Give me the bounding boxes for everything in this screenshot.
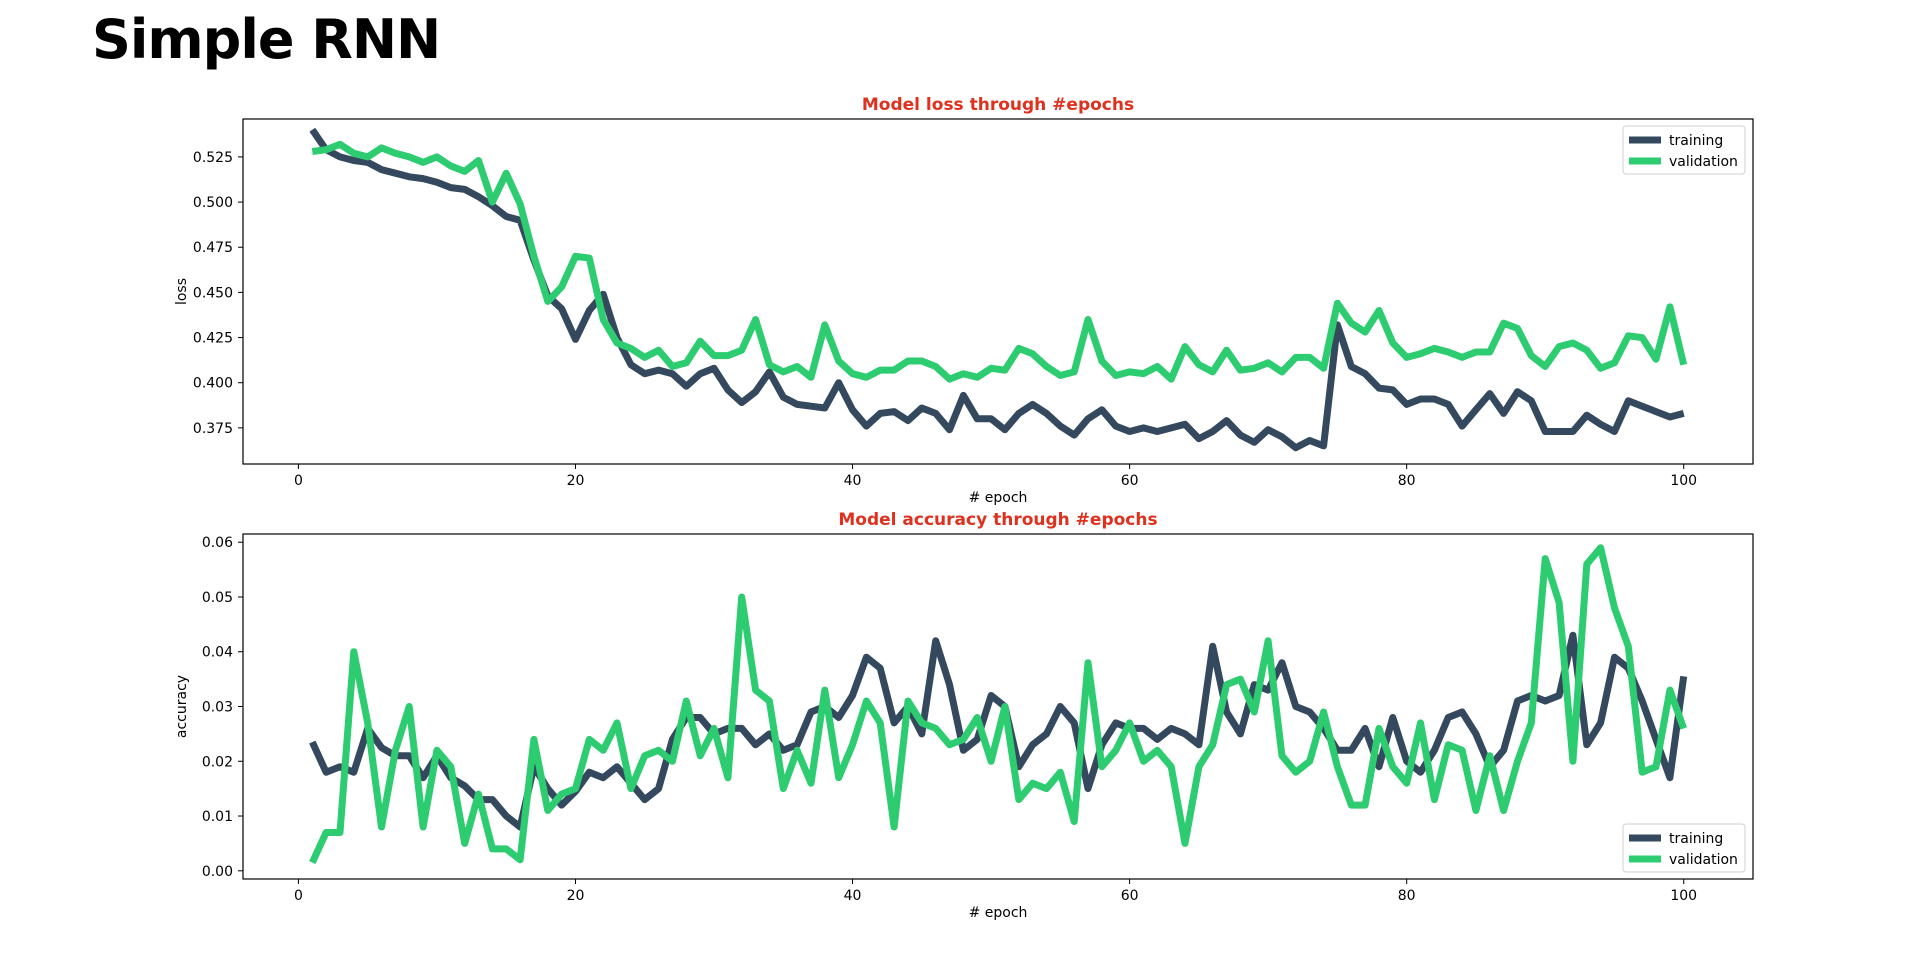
y-tick-label: 0.525 bbox=[193, 150, 233, 166]
y-axis-label: accuracy bbox=[174, 675, 190, 738]
x-tick-label: 40 bbox=[844, 473, 862, 489]
legend: training validation bbox=[1622, 125, 1746, 175]
y-tick-label: 0.03 bbox=[202, 700, 233, 716]
x-tick-label: 20 bbox=[567, 473, 585, 489]
x-tick-label: 80 bbox=[1398, 888, 1416, 904]
x-tick-label: 40 bbox=[844, 888, 862, 904]
y-tick-label: 0.00 bbox=[202, 864, 233, 880]
x-axis-label: # epoch bbox=[969, 905, 1028, 921]
series-line-validation bbox=[309, 544, 1687, 865]
x-tick-label: 60 bbox=[1121, 473, 1139, 489]
y-tick-label: 0.04 bbox=[202, 645, 233, 661]
chart-title: Model accuracy through #epochs bbox=[838, 510, 1157, 530]
legend-label-training: training bbox=[1669, 133, 1723, 149]
y-tick-label: 0.450 bbox=[193, 285, 233, 301]
legend-label-validation: validation bbox=[1669, 852, 1738, 868]
x-axis-label: # epoch bbox=[969, 490, 1028, 506]
x-tick-label: 80 bbox=[1398, 473, 1416, 489]
y-tick-label: 0.475 bbox=[193, 240, 233, 256]
page-title: Simple RNN bbox=[92, 8, 441, 71]
x-tick-label: 100 bbox=[1670, 888, 1697, 904]
chart-loss: Model loss through #epochs 0 20 40 60 80 100 0.… bbox=[174, 95, 1754, 506]
y-tick-label: 0.02 bbox=[202, 754, 233, 770]
legend: training validation bbox=[1622, 823, 1746, 873]
y-tick-label: 0.500 bbox=[193, 195, 233, 211]
series-line-training bbox=[309, 127, 1685, 452]
y-tick-label: 0.425 bbox=[193, 331, 233, 347]
y-tick-label: 0.375 bbox=[193, 421, 233, 437]
x-tick-label: 60 bbox=[1121, 888, 1139, 904]
y-tick-label: 0.06 bbox=[202, 535, 233, 551]
x-tick-label: 20 bbox=[567, 888, 585, 904]
x-tick-label: 100 bbox=[1670, 473, 1697, 489]
legend-label-training: training bbox=[1669, 831, 1723, 847]
y-tick-label: 0.400 bbox=[193, 376, 233, 392]
series-line-validation bbox=[311, 140, 1688, 383]
y-tick-label: 0.05 bbox=[202, 590, 233, 606]
x-tick-label: 0 bbox=[294, 473, 303, 489]
x-tick-label: 0 bbox=[294, 888, 303, 904]
plot-frame bbox=[242, 118, 1754, 465]
y-tick-label: 0.01 bbox=[202, 809, 233, 825]
chart-title: Model loss through #epochs bbox=[862, 95, 1134, 115]
legend-label-validation: validation bbox=[1669, 154, 1738, 170]
y-axis-label: loss bbox=[174, 278, 190, 305]
chart-accuracy: Model accuracy through #epochs 0 20 40 60 80 1… bbox=[174, 510, 1754, 921]
